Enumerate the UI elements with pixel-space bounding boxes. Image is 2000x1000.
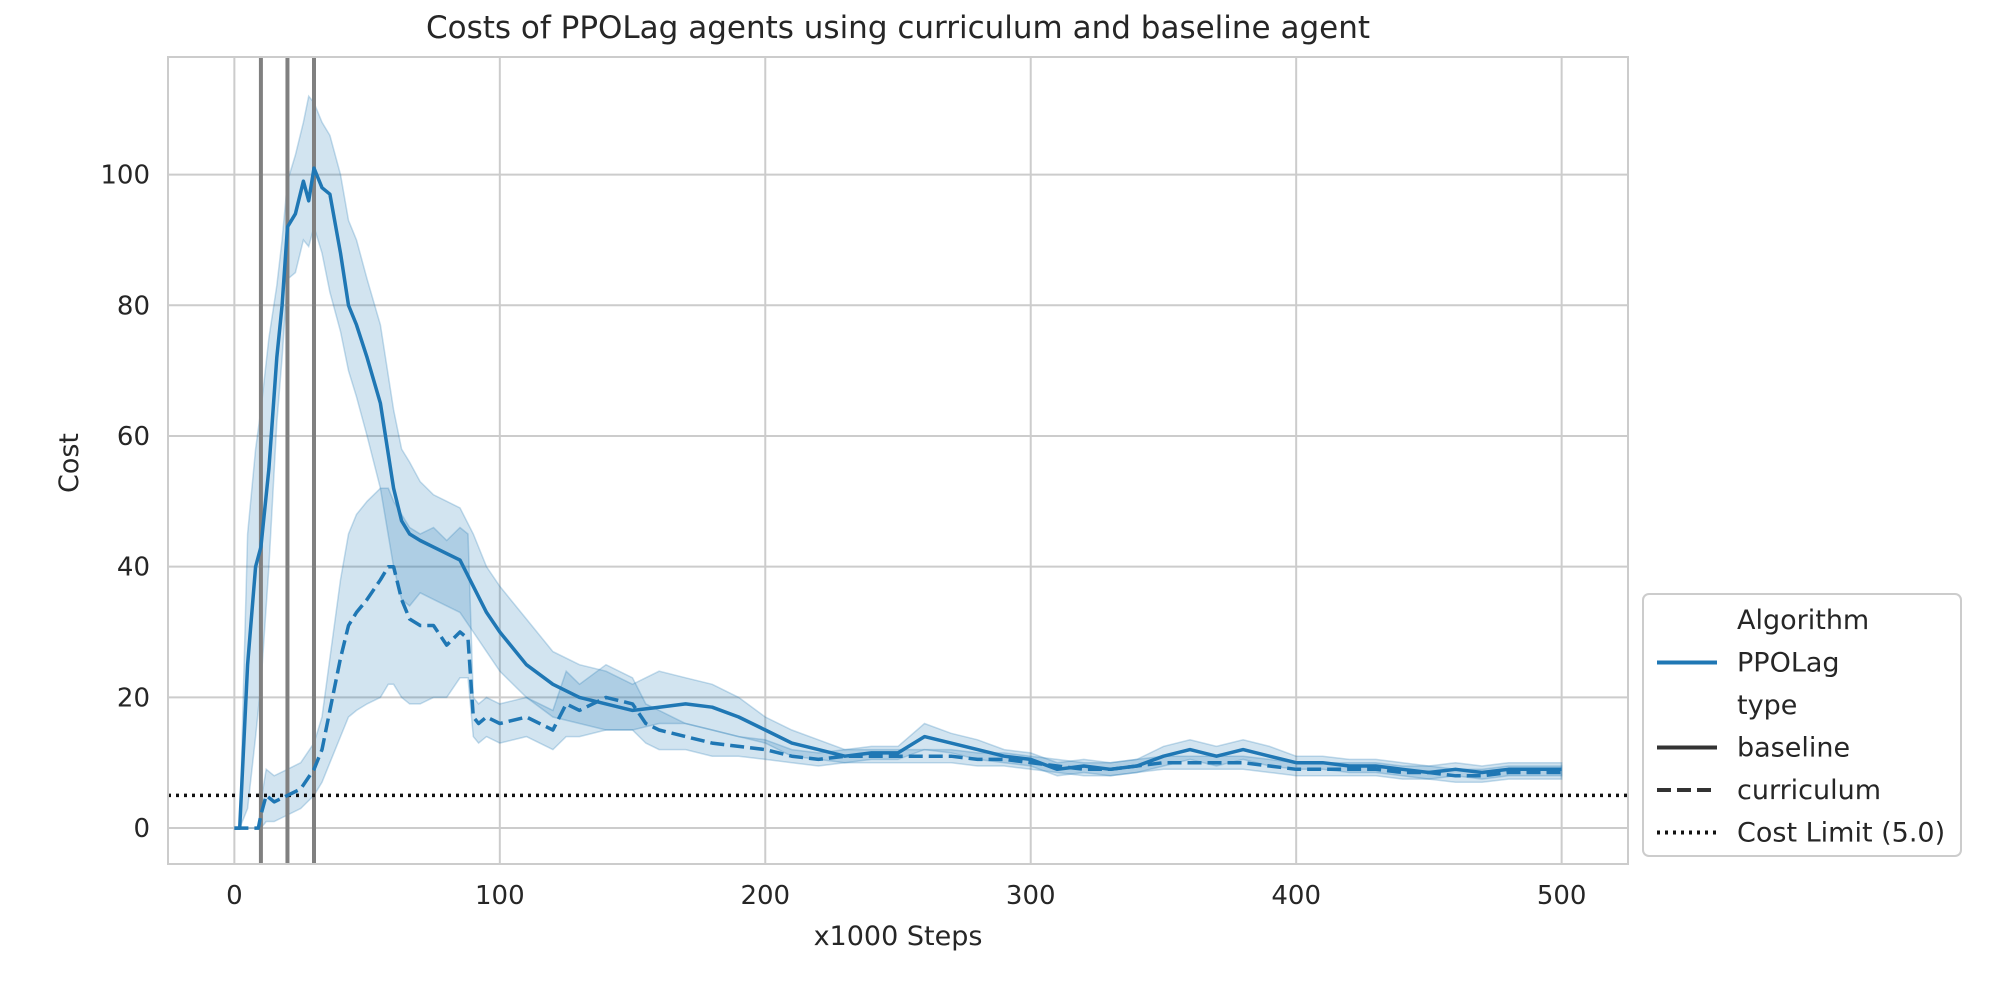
- y-tick-label: 60: [117, 422, 150, 452]
- legend-box: [1642, 593, 1962, 857]
- line-baseline: [234, 166, 1562, 830]
- y-tick-label: 80: [117, 291, 150, 321]
- y-tick-label: 40: [117, 553, 150, 583]
- legend-entry: curriculum: [1657, 775, 1881, 806]
- y-tick-label: 20: [117, 683, 150, 713]
- legend-label: Cost Limit (5.0): [1737, 818, 1945, 849]
- chart-title: Costs of PPOLag agents using curriculum …: [426, 10, 1370, 46]
- legend-label: curriculum: [1737, 775, 1881, 806]
- legend-entry: baseline: [1657, 733, 1850, 764]
- legend-entry: PPOLag: [1657, 648, 1840, 679]
- curriculum-stage-lines: [258, 57, 316, 864]
- legend-label: PPOLag: [1737, 648, 1840, 679]
- x-tick-label: 300: [1006, 881, 1056, 911]
- legend-entry: Algorithm: [1737, 605, 1869, 636]
- plot-frame: [167, 56, 1629, 865]
- confidence-bands: [234, 94, 1563, 829]
- grid: [168, 57, 1628, 864]
- band-curriculum: [234, 487, 1563, 829]
- x-tick-label: 200: [740, 881, 790, 911]
- x-tick-label: 0: [226, 881, 243, 911]
- y-tick-label: 100: [100, 161, 150, 191]
- legend-label: type: [1737, 690, 1797, 721]
- tick-labels: 0 100 200 300 400 500 0 20 40 60 80 100: [100, 161, 1586, 911]
- legend: Algorithm PPOLag type baseline curriculum Cos…: [1642, 593, 1962, 857]
- legend-label: baseline: [1737, 733, 1850, 764]
- legend-entry: Cost Limit (5.0): [1657, 818, 1945, 849]
- series-lines: [234, 166, 1562, 830]
- x-tick-label: 100: [475, 881, 525, 911]
- x-axis-label: x1000 Steps: [814, 921, 983, 952]
- band-baseline: [234, 94, 1563, 829]
- x-tick-label: 400: [1271, 881, 1321, 911]
- line-curriculum: [234, 564, 1562, 830]
- legend-label: Algorithm: [1737, 605, 1869, 636]
- y-tick-label: 0: [133, 814, 150, 844]
- x-tick-label: 500: [1537, 881, 1587, 911]
- y-axis-label: Cost: [54, 433, 85, 493]
- legend-entry: type: [1737, 690, 1797, 721]
